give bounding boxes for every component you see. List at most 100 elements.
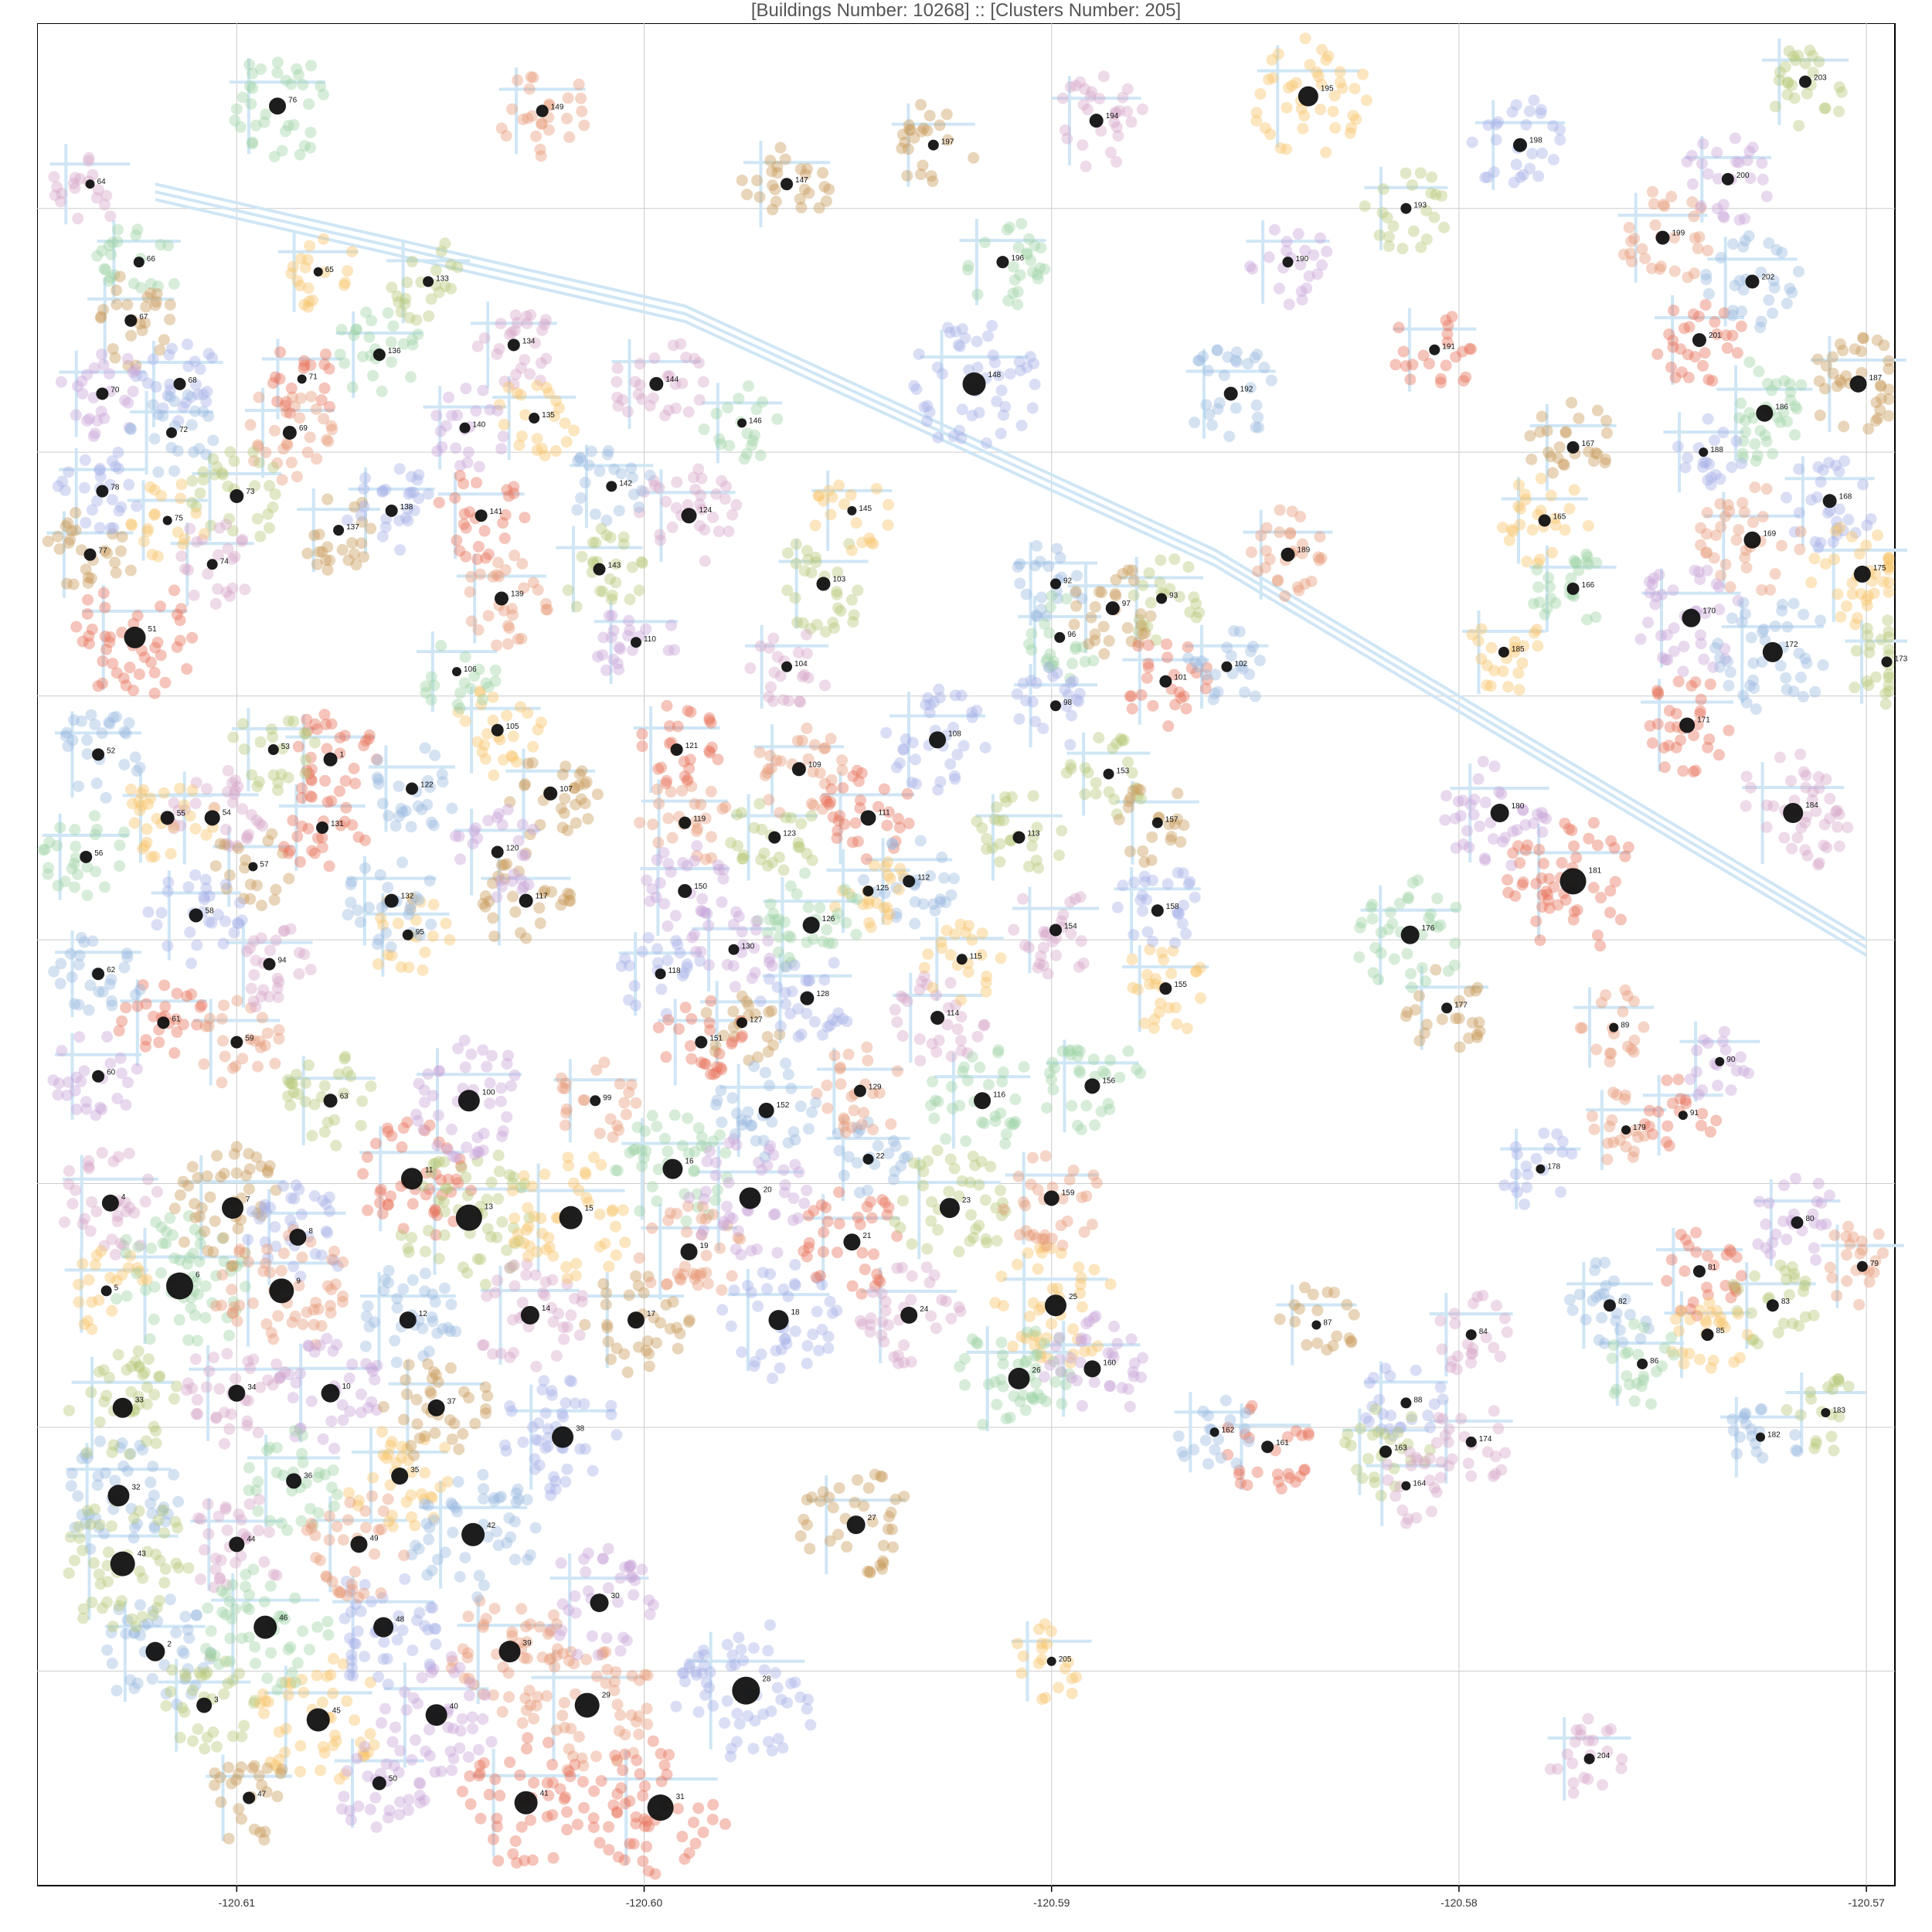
building-point: [345, 1578, 358, 1590]
building-point: [634, 1768, 646, 1781]
building-point: [651, 943, 664, 955]
building-point: [85, 709, 97, 721]
building-point: [223, 590, 236, 602]
building-point: [255, 1209, 267, 1222]
building-point: [121, 1077, 134, 1089]
building-point: [345, 876, 358, 888]
building-point: [1707, 1355, 1719, 1367]
building-point: [1274, 1313, 1286, 1325]
building-point: [661, 1277, 673, 1290]
building-point: [396, 1451, 408, 1464]
building-point: [256, 1779, 268, 1791]
building-point: [1086, 1345, 1098, 1357]
building-point: [741, 189, 753, 201]
building-point: [1024, 351, 1036, 363]
building-point: [610, 1665, 622, 1678]
building-point: [1033, 1242, 1046, 1254]
building-point: [851, 1157, 863, 1169]
building-point: [406, 333, 419, 345]
building-point: [178, 799, 190, 811]
building-point: [623, 1087, 635, 1099]
building-point: [707, 1208, 719, 1220]
building-point: [441, 1182, 454, 1195]
building-point: [439, 1546, 451, 1559]
building-point: [393, 1766, 405, 1778]
building-point: [594, 1128, 606, 1140]
building-point: [524, 828, 536, 841]
building-point: [613, 663, 625, 675]
building-point: [462, 1611, 474, 1623]
building-point: [981, 1236, 993, 1249]
building-point: [813, 202, 825, 214]
building-point: [301, 724, 314, 736]
building-point: [355, 1406, 367, 1419]
building-point: [142, 1353, 155, 1366]
building-point: [1067, 675, 1080, 687]
building-point: [546, 1385, 558, 1397]
building-point: [418, 1084, 430, 1097]
building-point: [506, 1260, 519, 1272]
building-point: [956, 403, 968, 416]
building-point: [267, 377, 279, 389]
building-point: [489, 675, 502, 688]
building-point: [124, 1202, 136, 1214]
building-point: [423, 1750, 436, 1762]
building-point: [78, 481, 90, 494]
building-point: [450, 1151, 462, 1164]
building-point: [216, 1606, 229, 1618]
building-point: [474, 1812, 487, 1825]
building-point: [651, 783, 664, 795]
building-point: [290, 1676, 302, 1689]
building-point: [573, 1329, 586, 1342]
building-point: [1747, 1333, 1760, 1345]
building-point: [671, 476, 683, 488]
building-point: [943, 1185, 955, 1198]
building-point: [235, 1549, 247, 1562]
building-point: [1019, 1356, 1031, 1369]
building-point: [139, 840, 151, 852]
building-point: [270, 1569, 283, 1581]
building-point: [801, 1357, 813, 1369]
building-point: [582, 1585, 594, 1597]
building-point: [622, 630, 634, 642]
building-point: [213, 1573, 226, 1585]
building-point: [544, 1625, 556, 1638]
building-point: [121, 1464, 134, 1477]
building-point: [177, 538, 189, 550]
building-point: [342, 1066, 354, 1078]
building-point: [828, 1049, 841, 1062]
building-point: [81, 748, 94, 760]
building-point: [423, 1345, 435, 1358]
building-point: [236, 91, 249, 104]
building-point: [881, 901, 893, 913]
building-point: [481, 1060, 493, 1073]
building-point: [310, 403, 322, 416]
building-point: [869, 1468, 881, 1481]
building-point: [136, 645, 148, 657]
building-point: [547, 1316, 560, 1328]
building-point: [980, 976, 992, 988]
building-point: [683, 1192, 696, 1204]
building-point: [112, 446, 124, 458]
building-point: [1673, 1325, 1685, 1337]
building-point: [190, 1609, 202, 1621]
building-point: [105, 973, 117, 985]
building-point: [109, 1475, 121, 1487]
building-point: [864, 1326, 876, 1338]
building-point: [481, 1223, 494, 1235]
building-point: [865, 921, 877, 934]
building-point: [173, 1314, 185, 1326]
building-point: [774, 755, 787, 767]
building-point: [714, 1129, 726, 1141]
building-point: [909, 896, 921, 908]
building-point: [96, 348, 108, 360]
building-point: [482, 681, 495, 693]
building-point: [318, 233, 330, 245]
building-point: [107, 1155, 120, 1168]
building-point: [1728, 1355, 1740, 1368]
building-point: [295, 1673, 308, 1685]
building-point: [633, 501, 645, 513]
building-point: [897, 743, 910, 755]
building-point: [346, 1662, 359, 1674]
building-point: [281, 1524, 294, 1536]
